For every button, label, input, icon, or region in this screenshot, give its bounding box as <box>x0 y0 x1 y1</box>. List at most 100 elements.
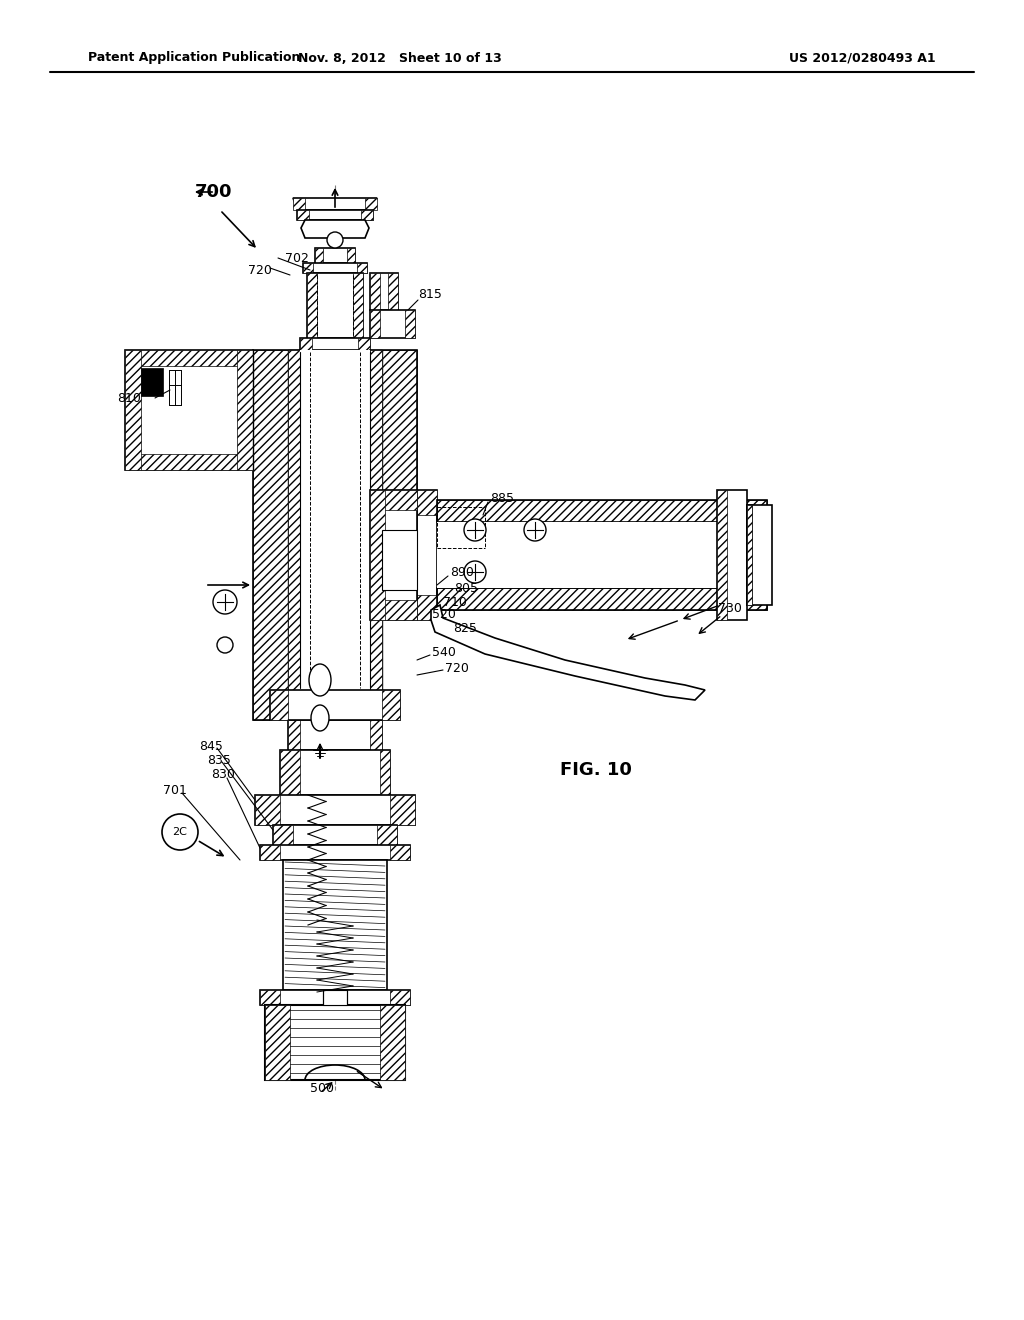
Circle shape <box>524 519 546 541</box>
Bar <box>300 338 312 350</box>
Bar <box>323 990 347 1005</box>
Text: 700: 700 <box>195 183 232 201</box>
Bar <box>746 506 772 605</box>
Text: Patent Application Publication: Patent Application Publication <box>88 51 300 65</box>
Text: 500: 500 <box>310 1081 334 1094</box>
Bar <box>288 719 300 750</box>
Bar <box>288 719 382 750</box>
Bar <box>255 795 415 825</box>
Bar <box>303 263 313 273</box>
Bar <box>273 825 293 845</box>
Text: 890: 890 <box>450 565 474 578</box>
Bar <box>746 506 752 605</box>
Bar <box>390 845 410 861</box>
Text: 2C: 2C <box>173 828 187 837</box>
Bar <box>390 795 415 825</box>
Bar <box>307 273 317 338</box>
Bar <box>417 490 437 620</box>
Text: 885: 885 <box>490 491 514 504</box>
Bar <box>380 750 390 795</box>
Bar <box>125 350 253 366</box>
Polygon shape <box>431 605 705 700</box>
Bar <box>288 350 300 719</box>
Bar <box>406 310 415 338</box>
Bar <box>370 350 417 531</box>
Bar <box>253 350 300 719</box>
Bar <box>353 273 362 338</box>
Polygon shape <box>293 198 377 210</box>
Bar <box>265 1005 290 1080</box>
Ellipse shape <box>311 705 329 731</box>
Text: 720: 720 <box>445 661 469 675</box>
Text: 845: 845 <box>199 739 223 752</box>
Bar <box>273 825 397 845</box>
Ellipse shape <box>309 664 331 696</box>
Circle shape <box>327 232 343 248</box>
Circle shape <box>464 519 486 541</box>
Text: 835: 835 <box>207 754 230 767</box>
Bar <box>280 750 390 795</box>
Text: 815: 815 <box>418 289 442 301</box>
Bar <box>255 795 280 825</box>
Bar <box>377 825 397 845</box>
Bar <box>300 350 370 690</box>
Bar <box>260 990 410 1005</box>
Bar <box>361 210 373 220</box>
Bar <box>437 587 767 610</box>
Bar <box>370 601 417 620</box>
Bar <box>237 350 253 470</box>
Circle shape <box>213 590 237 614</box>
Text: 720: 720 <box>248 264 272 276</box>
Text: 702: 702 <box>285 252 309 264</box>
Bar <box>437 521 767 587</box>
Bar <box>315 248 355 263</box>
Text: 701: 701 <box>163 784 186 796</box>
Text: US 2012/0280493 A1: US 2012/0280493 A1 <box>790 51 936 65</box>
Bar <box>370 310 380 338</box>
Text: 730: 730 <box>718 602 741 615</box>
Bar <box>370 350 382 719</box>
Bar <box>280 750 300 795</box>
Bar <box>297 210 309 220</box>
Bar <box>370 350 417 531</box>
Bar <box>437 500 767 521</box>
Bar <box>380 1005 406 1080</box>
Bar <box>365 198 377 210</box>
Bar <box>260 845 280 861</box>
Bar <box>141 368 163 396</box>
Bar <box>746 506 752 605</box>
Bar <box>270 690 288 719</box>
Bar <box>370 350 382 719</box>
Text: 520: 520 <box>432 609 456 622</box>
Bar <box>437 500 767 521</box>
Text: Nov. 8, 2012   Sheet 10 of 13: Nov. 8, 2012 Sheet 10 of 13 <box>298 51 502 65</box>
Text: 810: 810 <box>117 392 141 404</box>
Bar <box>370 490 385 620</box>
Bar <box>390 990 410 1005</box>
Bar <box>315 248 323 263</box>
Bar <box>370 719 382 750</box>
Polygon shape <box>301 220 369 238</box>
Bar <box>370 490 417 620</box>
Bar <box>260 990 280 1005</box>
Bar <box>297 210 373 220</box>
Bar <box>370 273 398 310</box>
Circle shape <box>162 814 198 850</box>
Circle shape <box>464 561 486 583</box>
Bar <box>370 273 380 310</box>
Text: FIG. 10: FIG. 10 <box>560 762 632 779</box>
Bar <box>358 338 370 350</box>
Text: 825: 825 <box>453 622 477 635</box>
Bar <box>283 861 387 990</box>
Bar <box>347 248 355 263</box>
Text: 830: 830 <box>211 768 234 781</box>
Bar <box>300 338 370 350</box>
Bar <box>125 454 253 470</box>
Text: 710: 710 <box>443 595 467 609</box>
Bar <box>437 587 767 610</box>
Bar <box>382 531 417 590</box>
Bar <box>270 690 400 719</box>
Bar <box>125 350 253 470</box>
Bar <box>307 273 362 338</box>
Bar <box>370 490 417 510</box>
